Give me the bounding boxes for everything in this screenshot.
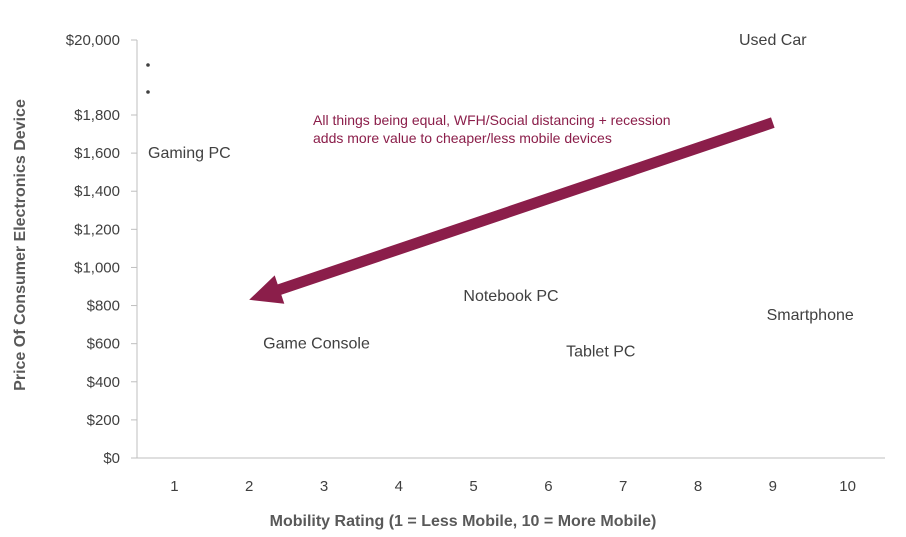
x-tick-labels: 1 2 3 4 5 6 7 8 9 10 bbox=[170, 478, 856, 495]
point-label: Used Car bbox=[739, 32, 807, 49]
point-label: Smartphone bbox=[767, 307, 854, 324]
y-tick-label: $1,400 bbox=[74, 183, 120, 200]
axis-break-marks bbox=[146, 63, 150, 94]
x-tick-label: 10 bbox=[839, 478, 856, 495]
data-point-labels: Used Car Gaming PC Notebook PC Smartphone Ga… bbox=[148, 32, 854, 360]
x-tick-label: 4 bbox=[395, 478, 403, 495]
y-tick-label: $400 bbox=[87, 374, 120, 391]
annotation-text-line: adds more value to cheaper/less mobile d… bbox=[313, 130, 612, 146]
x-tick-label: 2 bbox=[245, 478, 253, 495]
x-tick-label: 3 bbox=[320, 478, 328, 495]
y-tick-label: $800 bbox=[87, 298, 120, 315]
y-tick-label: $20,000 bbox=[66, 32, 120, 49]
chart-axes bbox=[136, 40, 885, 459]
point-label: Tablet PC bbox=[566, 343, 635, 360]
y-tick-label: $1,000 bbox=[74, 259, 120, 276]
y-tick-label: $600 bbox=[87, 336, 120, 353]
x-tick-label: 7 bbox=[619, 478, 627, 495]
y-tick-label: $1,200 bbox=[74, 221, 120, 238]
x-tick-label: 1 bbox=[170, 478, 178, 495]
y-tick-label: $200 bbox=[87, 412, 120, 429]
y-tick-label: $1,800 bbox=[74, 107, 120, 124]
x-tick-label: 8 bbox=[694, 478, 702, 495]
y-axis-title: Price Of Consumer Electronics Device bbox=[12, 99, 29, 391]
x-tick-label: 5 bbox=[469, 478, 477, 495]
y-tick-label: $0 bbox=[103, 450, 120, 467]
axis-break-dot bbox=[146, 90, 150, 94]
point-label: Gaming PC bbox=[148, 145, 231, 162]
point-label: Notebook PC bbox=[463, 288, 558, 305]
x-tick-label: 6 bbox=[544, 478, 552, 495]
x-axis-title: Mobility Rating (1 = Less Mobile, 10 = M… bbox=[270, 513, 657, 530]
y-tick-labels: $0 $200 $400 $600 $800 $1,000 $1,200 $1,400 $1,6… bbox=[66, 32, 137, 467]
axis-break-dot bbox=[146, 63, 150, 67]
x-tick-label: 9 bbox=[769, 478, 777, 495]
point-label: Game Console bbox=[263, 336, 370, 353]
trend-annotation: All things being equal, WFH/Social dista… bbox=[249, 112, 775, 304]
y-tick-label: $1,600 bbox=[74, 145, 120, 162]
annotation-text-line: All things being equal, WFH/Social dista… bbox=[313, 112, 671, 128]
trend-arrow bbox=[249, 117, 775, 304]
